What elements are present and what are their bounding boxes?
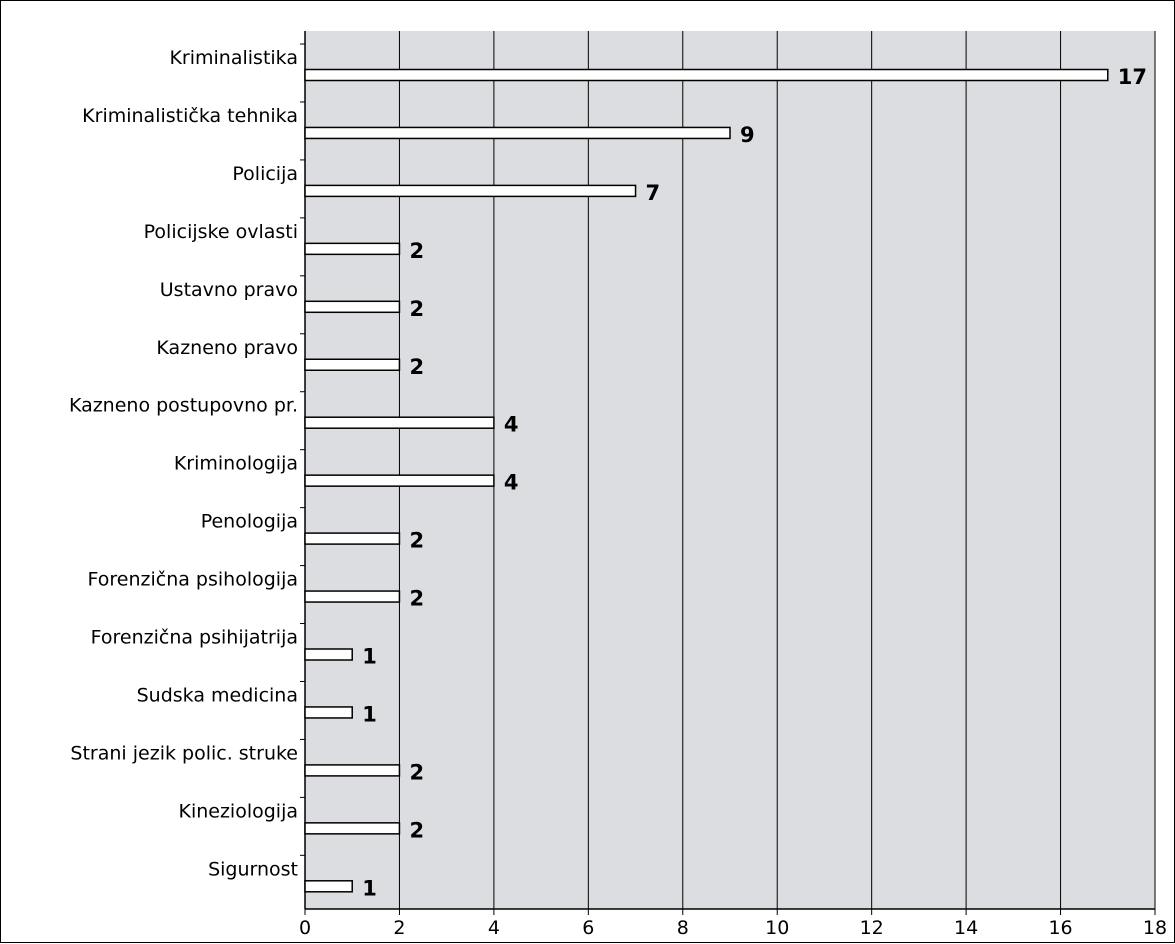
bar (304, 880, 353, 893)
x-tick-label: 4 (488, 917, 500, 939)
data-label: 4 (504, 471, 519, 495)
category-label: Policija (232, 163, 298, 185)
category-label: Policijske ovlasti (144, 221, 298, 243)
data-label: 2 (409, 355, 424, 379)
data-label: 4 (504, 413, 519, 437)
bar (304, 68, 1109, 82)
category-label: Forenzična psihijatrija (91, 627, 298, 649)
bar (304, 474, 495, 487)
category-label: Kazneno pravo (156, 337, 298, 359)
bar (304, 590, 401, 603)
x-tick-label: 18 (1143, 917, 1167, 939)
data-label: 1 (362, 876, 377, 900)
bar (304, 300, 401, 314)
data-label: 17 (1118, 65, 1147, 89)
bar (304, 822, 401, 835)
x-tick-label: 10 (765, 917, 789, 939)
bar (304, 184, 637, 198)
category-label: Penologija (201, 511, 298, 533)
data-label: 2 (409, 587, 424, 611)
category-label: Strani jezik polic. struke (70, 742, 298, 764)
category-label: Sigurnost (208, 858, 298, 880)
data-label: 1 (362, 645, 377, 669)
x-tick-label: 8 (677, 917, 689, 939)
data-label: 2 (409, 529, 424, 553)
bar (304, 706, 353, 719)
bar (304, 416, 495, 429)
bar (304, 764, 401, 777)
data-label: 7 (646, 181, 661, 205)
category-label: Kineziologija (178, 800, 298, 822)
x-tick-label: 14 (954, 917, 978, 939)
category-label: Sudska medicina (137, 684, 298, 706)
category-label: Ustavno pravo (160, 279, 298, 301)
data-label: 2 (409, 760, 424, 784)
x-tick-label: 12 (860, 917, 884, 939)
category-label: Kriminalistička tehnika (82, 105, 298, 127)
x-tick-label: 16 (1048, 917, 1072, 939)
data-label: 1 (362, 702, 377, 726)
data-label: 2 (409, 818, 424, 842)
bar (304, 532, 401, 545)
bar (304, 358, 401, 371)
x-tick-label: 6 (582, 917, 594, 939)
x-tick-label: 0 (299, 917, 311, 939)
plot-area (305, 31, 1155, 909)
category-label: Kazneno postupovno pr. (69, 395, 298, 417)
category-label: Kriminologija (174, 453, 298, 475)
x-tick-label: 2 (393, 917, 405, 939)
bar (304, 126, 731, 140)
bar (304, 242, 401, 256)
data-label: 2 (409, 297, 424, 321)
data-label: 2 (409, 239, 424, 263)
category-label: Forenzična psihologija (88, 569, 299, 591)
category-label: Kriminalistika (169, 47, 298, 69)
bar (304, 648, 353, 661)
data-label: 9 (740, 123, 755, 147)
